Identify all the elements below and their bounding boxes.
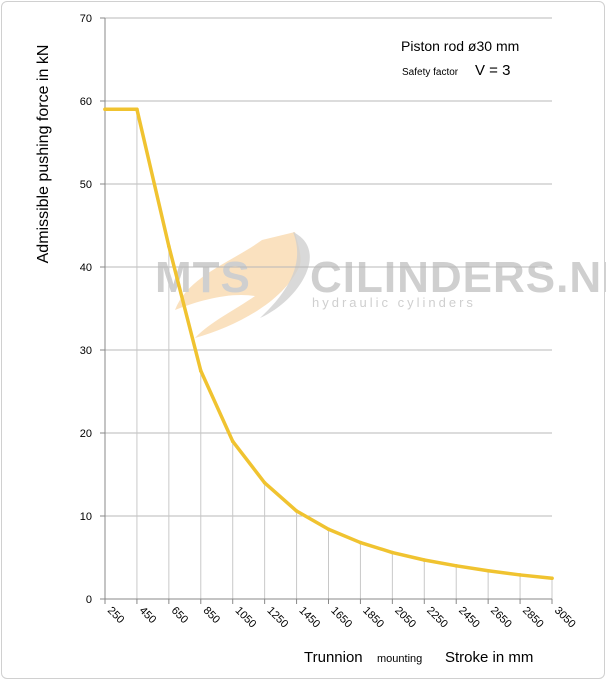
annotation-safety-value: V = 3 xyxy=(475,62,510,79)
watermark-brand-left: MTS xyxy=(155,253,251,302)
grid-lines xyxy=(105,17,553,599)
x-tick-label: 2850 xyxy=(520,605,546,631)
axes xyxy=(100,17,553,604)
x-tick-label: 250 xyxy=(105,605,126,626)
data-point xyxy=(358,540,363,545)
y-tick-labels: 0 10 20 30 40 50 60 70 xyxy=(80,13,92,606)
data-point xyxy=(135,107,139,112)
x-tick-label: 450 xyxy=(137,605,158,626)
annotation-piston-rod: Piston rod ø30 mm xyxy=(401,38,519,54)
y-tick-label: 50 xyxy=(80,179,92,191)
x-axis-label-mounting: mounting xyxy=(377,653,422,665)
data-point xyxy=(262,481,267,485)
x-tick-label: 3050 xyxy=(552,605,578,631)
x-tick-label: 1650 xyxy=(328,605,354,631)
y-tick-label: 10 xyxy=(80,511,92,523)
x-tick-label: 1850 xyxy=(360,605,386,631)
watermark-brand-right: CILINDERS.NL xyxy=(310,253,606,302)
data-point xyxy=(550,576,554,581)
x-tick-label: 2650 xyxy=(488,605,514,631)
data-point xyxy=(422,558,427,562)
data-point xyxy=(230,439,235,444)
x-tick-label: 2050 xyxy=(392,605,418,631)
data-point xyxy=(103,107,107,112)
data-point xyxy=(390,550,395,555)
data-point xyxy=(198,368,203,373)
x-tick-label: 850 xyxy=(201,605,222,626)
x-tick-label: 1450 xyxy=(296,605,322,631)
series-line xyxy=(103,107,554,580)
y-tick-label: 60 xyxy=(80,96,92,108)
y-tick-label: 70 xyxy=(80,13,92,25)
data-point xyxy=(294,509,299,513)
y-tick-label: 20 xyxy=(80,428,92,440)
data-point xyxy=(486,568,490,573)
y-tick-label: 30 xyxy=(80,345,92,357)
x-tick-labels: 250 450 650 850 1050 1250 1450 1650 1850 2050 2250… xyxy=(105,605,578,631)
data-point xyxy=(326,527,331,532)
x-axis-label-trunnion: Trunnion xyxy=(304,649,363,666)
y-tick-label: 0 xyxy=(86,594,92,606)
y-axis-label: Admissible pushing force in kN xyxy=(35,45,52,264)
x-tick-label: 1050 xyxy=(233,605,259,631)
x-tick-label: 2250 xyxy=(424,605,450,631)
x-tick-label: 650 xyxy=(169,605,190,626)
x-tick-label: 1250 xyxy=(265,605,291,631)
data-point xyxy=(454,564,459,568)
x-tick-label: 2450 xyxy=(456,605,482,631)
watermark-arc-icon xyxy=(260,232,310,318)
series-force xyxy=(103,107,554,581)
watermark-logo: MTS CILINDERS.NL hydraulic cylinders xyxy=(155,232,606,338)
data-point xyxy=(167,244,171,249)
x-axis-label-stroke: Stroke in mm xyxy=(445,649,533,666)
y-tick-label: 40 xyxy=(80,262,92,274)
watermark-swoosh-icon xyxy=(175,232,301,338)
annotation-safety-label: Safety factor xyxy=(402,67,459,78)
watermark-tagline: hydraulic cylinders xyxy=(312,295,476,310)
data-point xyxy=(518,573,522,577)
